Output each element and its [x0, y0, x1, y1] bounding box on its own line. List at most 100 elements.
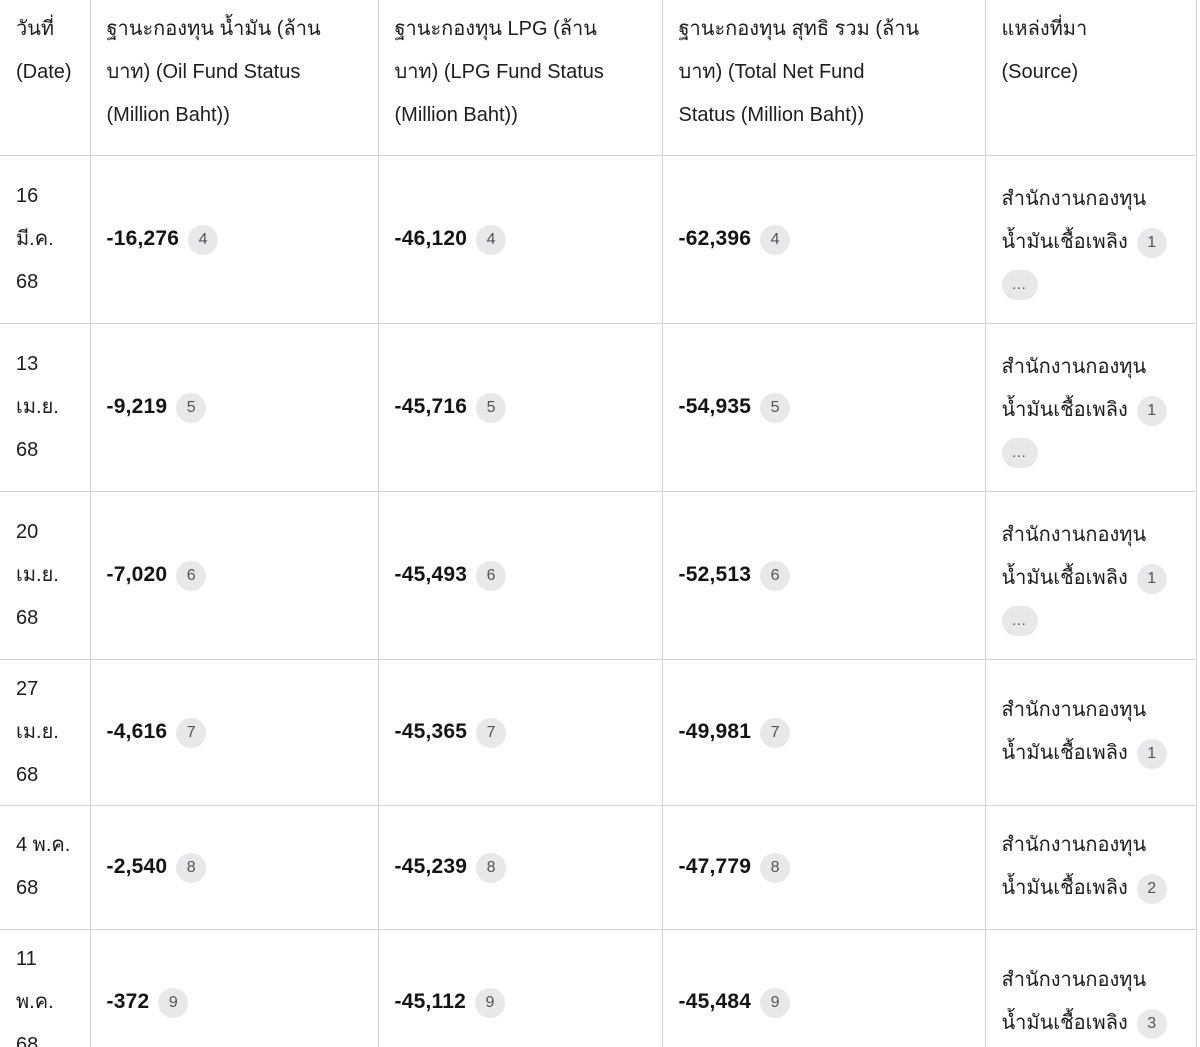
lpg-fund-cell: -45,493 6	[378, 491, 663, 660]
citation-badge[interactable]: 1	[1136, 738, 1167, 769]
source-line: สำนักงานกองทุน น้ำมันเชื้อเพลิง 1	[1002, 178, 1180, 264]
citation-badge[interactable]: 1	[1136, 227, 1167, 258]
oil-fund-value: -372	[106, 990, 150, 1014]
oil-fund-value: -7,020	[106, 563, 168, 587]
oil-fund-cell: -7,020 6	[90, 491, 379, 660]
lpg-fund-cell: -45,239 8	[378, 805, 663, 930]
source-more-line: …	[1001, 606, 1180, 636]
column-header-label: ฐานะกองทุน สุทธิ รวม (ล้าน บาท) (Total N…	[678, 18, 920, 126]
lpg-fund-cell: -45,112 9	[378, 929, 663, 1047]
date-cell: 20 เม.ย. 68	[0, 491, 91, 660]
source-text: สำนักงานกองทุน น้ำมันเชื้อเพลิง	[1001, 188, 1147, 253]
header-row: วันที่ (Date) ฐานะกองทุน น้ำมัน (ล้าน บา…	[0, 0, 1197, 156]
table-body: 16 มี.ค. 68 -16,276 4 -46,120 4 -62,396 4 ส…	[0, 155, 1197, 1047]
citation-badge[interactable]: 6	[476, 561, 507, 592]
oil-fund-cell: -372 9	[90, 929, 379, 1047]
citation-badge[interactable]: 8	[760, 853, 791, 884]
source-line: สำนักงานกองทุน น้ำมันเชื้อเพลิง 1	[1002, 346, 1180, 432]
citation-badge[interactable]: 1	[1136, 395, 1167, 426]
oil-fund-cell: -16,276 4	[90, 155, 379, 324]
date-cell: 4 พ.ค. 68	[0, 805, 91, 930]
date-text: 4 พ.ค. 68	[16, 834, 71, 899]
total-fund-cell: -49,981 7	[662, 659, 986, 806]
citation-badge[interactable]: 3	[1136, 1008, 1167, 1039]
citation-badge[interactable]: 2	[1136, 873, 1167, 904]
total-fund-value: -45,484	[678, 990, 752, 1014]
source-cell: สำนักงานกองทุน น้ำมันเชื้อเพลิง 1 …	[985, 323, 1197, 492]
source-text: สำนักงานกองทุน น้ำมันเชื้อเพลิง	[1001, 969, 1147, 1034]
citation-badge[interactable]: 5	[176, 393, 207, 424]
citation-badge[interactable]: 9	[474, 988, 505, 1019]
citation-badge[interactable]: 7	[476, 718, 507, 749]
citation-badge[interactable]: 7	[760, 718, 791, 749]
more-citations-badge[interactable]: …	[1001, 606, 1038, 636]
citation-badge[interactable]: 8	[476, 853, 507, 884]
lpg-fund-cell: -45,365 7	[378, 659, 663, 806]
citation-badge[interactable]: 6	[176, 561, 207, 592]
date-text: 20 เม.ย. 68	[16, 520, 59, 629]
lpg-fund-value: -45,716	[394, 395, 468, 419]
lpg-fund-cell: -46,120 4	[378, 155, 663, 324]
lpg-fund-cell: -45,716 5	[378, 323, 663, 492]
column-header-label: ฐานะกองทุน LPG (ล้าน บาท) (LPG Fund Stat…	[394, 18, 604, 126]
source-cell: สำนักงานกองทุน น้ำมันเชื้อเพลิง 2	[985, 805, 1197, 930]
table-row: 16 มี.ค. 68 -16,276 4 -46,120 4 -62,396 4 ส…	[0, 155, 1197, 324]
date-text: 13 เม.ย. 68	[16, 352, 59, 461]
date-cell: 13 เม.ย. 68	[0, 323, 91, 492]
date-text: 16 มี.ค. 68	[16, 184, 54, 293]
date-text: 27 เม.ย. 68	[16, 677, 59, 786]
citation-badge[interactable]: 1	[1136, 563, 1167, 594]
citation-badge[interactable]: 8	[176, 853, 207, 884]
column-header-label: แหล่งที่มา (Source)	[1001, 18, 1088, 83]
table-row: 27 เม.ย. 68 -4,616 7 -45,365 7 -49,981 7 สำ…	[0, 659, 1197, 806]
oil-fund-cell: -9,219 5	[90, 323, 379, 492]
oil-fund-value: -9,219	[106, 395, 168, 419]
citation-badge[interactable]: 5	[760, 393, 791, 424]
source-line: สำนักงานกองทุน น้ำมันเชื้อเพลิง 1	[1002, 689, 1180, 775]
source-line: สำนักงานกองทุน น้ำมันเชื้อเพลิง 1	[1002, 514, 1180, 600]
date-cell: 16 มี.ค. 68	[0, 155, 91, 324]
total-fund-value: -52,513	[678, 563, 752, 587]
source-cell: สำนักงานกองทุน น้ำมันเชื้อเพลิง 1 …	[985, 155, 1197, 324]
lpg-fund-value: -45,365	[394, 720, 468, 744]
oil-fund-cell: -2,540 8	[90, 805, 379, 930]
column-header: แหล่งที่มา (Source)	[985, 0, 1197, 156]
total-fund-cell: -54,935 5	[662, 323, 986, 492]
citation-badge[interactable]: 4	[760, 225, 791, 256]
column-header: ฐานะกองทุน น้ำมัน (ล้าน บาท) (Oil Fund S…	[90, 0, 379, 156]
date-cell: 27 เม.ย. 68	[0, 659, 91, 806]
column-header: ฐานะกองทุน LPG (ล้าน บาท) (LPG Fund Stat…	[378, 0, 663, 156]
total-fund-value: -62,396	[678, 227, 752, 251]
lpg-fund-value: -45,112	[394, 990, 466, 1014]
source-text: สำนักงานกองทุน น้ำมันเชื้อเพลิง	[1001, 834, 1147, 899]
citation-badge[interactable]: 9	[158, 988, 189, 1019]
source-text: สำนักงานกองทุน น้ำมันเชื้อเพลิง	[1001, 524, 1147, 589]
lpg-fund-value: -45,493	[394, 563, 468, 587]
source-cell: สำนักงานกองทุน น้ำมันเชื้อเพลิง 1 …	[985, 491, 1197, 660]
citation-badge[interactable]: 9	[760, 988, 791, 1019]
citation-badge[interactable]: 4	[188, 225, 219, 256]
source-text: สำนักงานกองทุน น้ำมันเชื้อเพลิง	[1001, 356, 1147, 421]
oil-fund-value: -2,540	[106, 855, 168, 879]
citation-badge[interactable]: 7	[176, 718, 207, 749]
more-citations-badge[interactable]: …	[1001, 438, 1038, 468]
more-citations-badge[interactable]: …	[1001, 270, 1038, 300]
column-header: ฐานะกองทุน สุทธิ รวม (ล้าน บาท) (Total N…	[662, 0, 986, 156]
oil-fund-value: -4,616	[106, 720, 168, 744]
citation-badge[interactable]: 5	[476, 393, 507, 424]
table-row: 4 พ.ค. 68 -2,540 8 -45,239 8 -47,779 8 สำนั…	[0, 805, 1197, 930]
total-fund-cell: -45,484 9	[662, 929, 986, 1047]
date-cell: 11 พ.ค. 68	[0, 929, 91, 1047]
citation-badge[interactable]: 6	[760, 561, 791, 592]
total-fund-value: -54,935	[678, 395, 752, 419]
total-fund-value: -47,779	[678, 855, 752, 879]
total-fund-value: -49,981	[678, 720, 752, 744]
total-fund-cell: -52,513 6	[662, 491, 986, 660]
source-line: สำนักงานกองทุน น้ำมันเชื้อเพลิง 2	[1002, 824, 1180, 910]
table-row: 11 พ.ค. 68 -372 9 -45,112 9 -45,484 9 สำนัก…	[0, 929, 1197, 1047]
citation-badge[interactable]: 4	[476, 225, 507, 256]
table-row: 20 เม.ย. 68 -7,020 6 -45,493 6 -52,513 6 สำ…	[0, 491, 1197, 660]
column-header-label: ฐานะกองทุน น้ำมัน (ล้าน บาท) (Oil Fund S…	[106, 18, 321, 126]
